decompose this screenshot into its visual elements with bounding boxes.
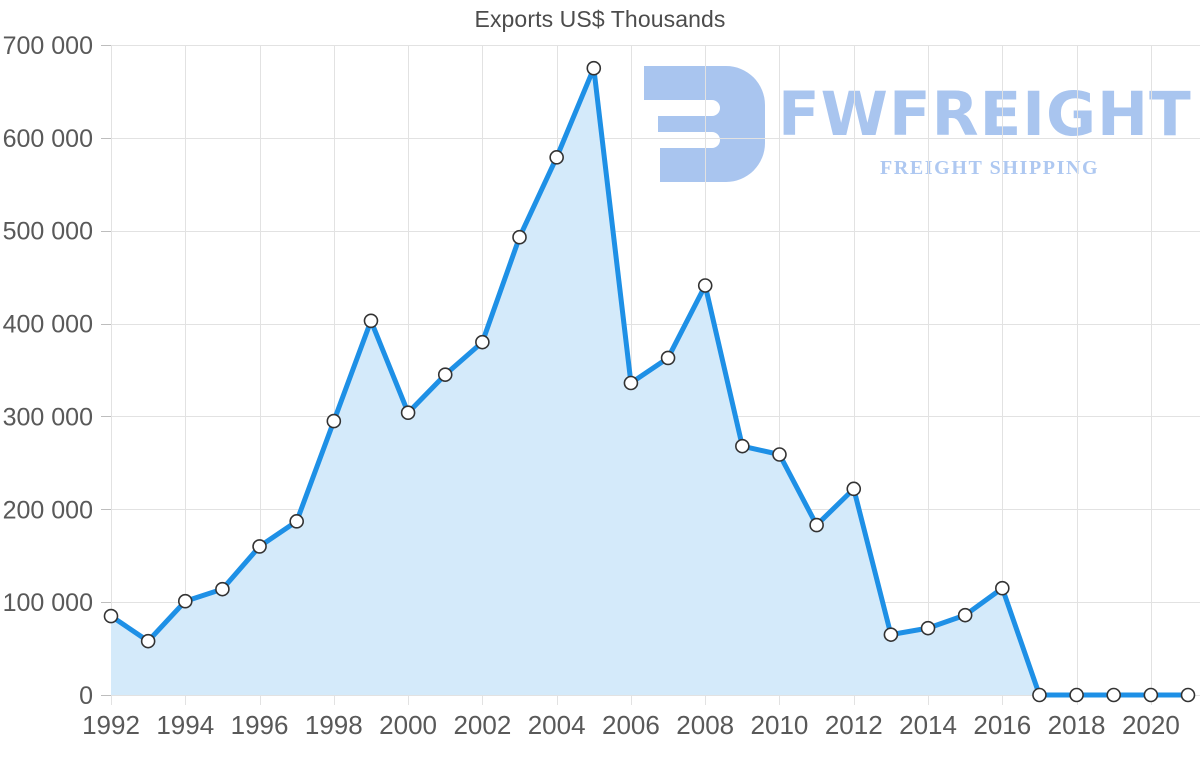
svg-text:200 000: 200 000	[3, 496, 93, 524]
data-point-markers	[103, 60, 1196, 703]
svg-text:2000: 2000	[379, 710, 437, 740]
svg-text:2002: 2002	[453, 710, 511, 740]
y-axis-tick-labels: 700 000 600 000 500 000 400 000 300 000 200 0…	[3, 32, 93, 710]
svg-text:700 000: 700 000	[3, 32, 93, 60]
svg-text:300 000: 300 000	[3, 403, 93, 431]
svg-text:600 000: 600 000	[3, 125, 93, 153]
svg-text:2012: 2012	[825, 710, 883, 740]
data-line	[108, 65, 1191, 698]
chart-title: Exports US$ Thousands	[474, 6, 726, 32]
svg-text:2004: 2004	[528, 710, 586, 740]
svg-text:0: 0	[79, 682, 93, 710]
svg-text:2016: 2016	[973, 710, 1031, 740]
area-fill	[111, 68, 1188, 695]
svg-text:100 000: 100 000	[3, 589, 93, 617]
svg-text:1992: 1992	[82, 710, 140, 740]
svg-text:2018: 2018	[1048, 710, 1106, 740]
svg-text:2006: 2006	[602, 710, 660, 740]
svg-text:1998: 1998	[305, 710, 363, 740]
svg-text:2010: 2010	[751, 710, 809, 740]
svg-text:2008: 2008	[676, 710, 734, 740]
x-axis-tick-labels: 1992 1994 1996 1998 2000 2002 2004 2006 2008 2010…	[82, 710, 1180, 740]
svg-text:2014: 2014	[899, 710, 957, 740]
svg-text:1994: 1994	[156, 710, 214, 740]
svg-text:400 000: 400 000	[3, 311, 93, 339]
svg-text:500 000: 500 000	[3, 218, 93, 246]
svg-text:1996: 1996	[231, 710, 289, 740]
svg-text:2020: 2020	[1122, 710, 1180, 740]
